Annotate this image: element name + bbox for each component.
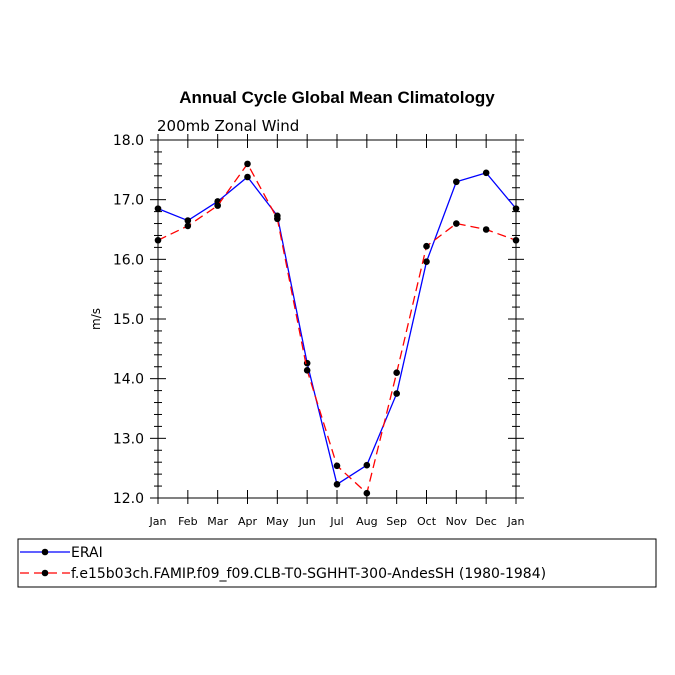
axes: 12.0 13.0 14.0 15.0 16.0 17.0 18.0 Jan Feb Mar Apr… [113,133,525,528]
data-point [333,480,341,488]
legend-label: ERAI [71,545,103,561]
x-tick-label: May [266,515,289,528]
x-tick-label: Feb [178,515,197,528]
x-tick-label: Oct [417,515,437,528]
series-line-1 [157,162,517,495]
x-tick-label: Nov [446,515,468,528]
x-tick-label: Aug [356,515,377,528]
data-point [482,169,490,177]
series-line-0 [157,172,517,486]
data-point [214,202,221,209]
plot-frame [157,139,517,499]
x-tick-label: Jan [507,515,525,528]
data-point [154,236,162,244]
y-tick-label: 18.0 [113,133,144,149]
data-point [393,369,400,377]
legend-label: f.e15b03ch.FAMIP.f09_f09.CLB-T0-SGHHT-30… [71,566,546,582]
data-point [244,173,251,181]
data-point [363,461,371,469]
y-tick-label: 16.0 [113,252,144,268]
data-point [482,226,490,233]
data-point [154,205,162,212]
y-tick-label: 17.0 [113,193,144,209]
legend-marker [41,548,49,556]
data-point [303,367,311,374]
x-tick-label: Sep [386,515,407,528]
x-tick-label: Jan [149,515,167,528]
data-point [423,242,430,250]
x-tick-label: Mar [207,515,228,528]
data-point [512,236,520,244]
y-tick-label: 14.0 [113,372,144,388]
x-tick-label: Jul [329,515,343,528]
data-point [423,258,430,266]
chart-title: Annual Cycle Global Mean Climatology [179,88,495,107]
legend: ERAI f.e15b03ch.FAMIP.f09_f09.CLB-T0-SGHH… [20,545,546,582]
y-tick-label: 12.0 [113,491,144,507]
data-point [274,215,281,223]
legend-box [17,538,657,588]
data-point [512,205,520,212]
y-axis-label: m/s [89,308,103,330]
x-tick-label: Apr [238,515,258,528]
data-point [393,390,400,397]
y-tick-label: 13.0 [113,431,144,447]
data-point [333,462,341,470]
x-tick-label: Dec [476,515,497,528]
series-layer [154,160,520,497]
data-point [363,489,371,497]
x-tick-label: Jun [298,515,316,528]
data-point [453,178,460,186]
data-point [184,217,192,224]
data-point [244,160,251,168]
y-tick-label: 15.0 [113,312,144,328]
data-point [453,220,460,227]
chart-subtitle: 200mb Zonal Wind [157,117,299,135]
legend-marker [41,569,49,577]
data-point [184,222,192,230]
